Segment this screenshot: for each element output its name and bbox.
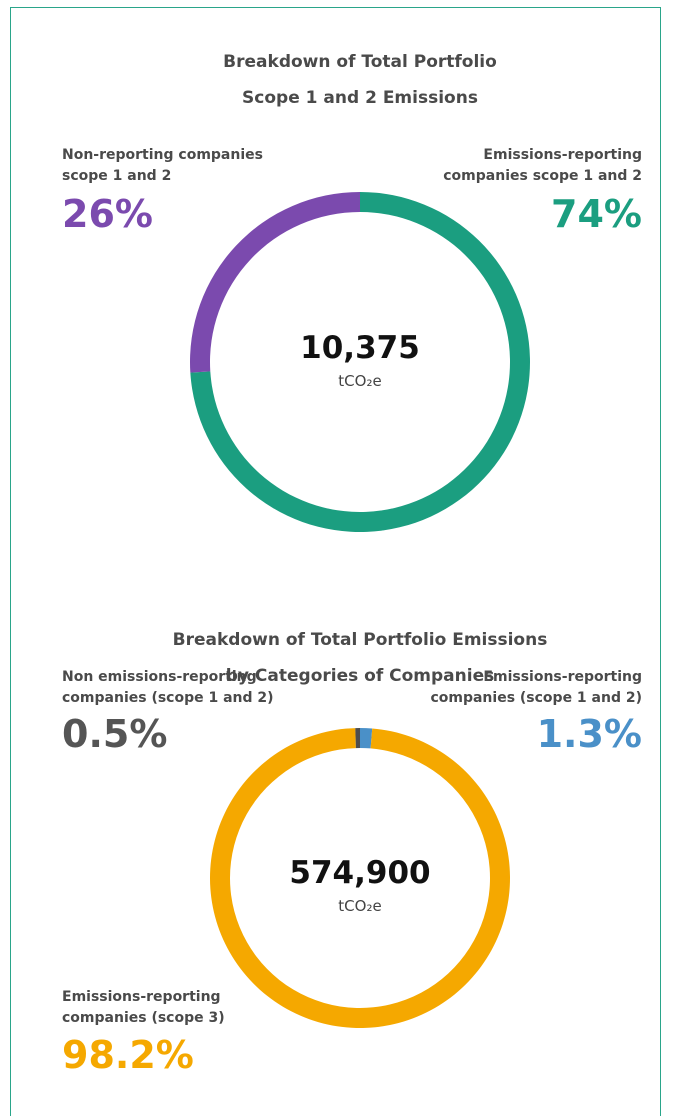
slice-value: 1.3% — [536, 712, 642, 756]
slice-label: Emissions-reporting companies (scope 1 a… — [430, 669, 642, 706]
center-unit: tCO₂e — [338, 372, 382, 390]
frame — [10, 7, 661, 1116]
chart-title: Breakdown of Total Portfolio Scope 1 and… — [223, 52, 497, 108]
slice-label: Non-reporting companies scope 1 and 2 — [62, 147, 263, 184]
donut-slice — [355, 728, 360, 749]
slice-label: Emissions-reporting companies (scope 3) — [62, 989, 225, 1026]
center-total: 574,900 — [289, 855, 431, 891]
slice-value: 74% — [551, 192, 642, 236]
slice-value: 26% — [62, 192, 153, 236]
center-unit: tCO₂e — [338, 897, 382, 915]
slice-value: 0.5% — [62, 712, 168, 756]
slice-label: Non emissions-reporting companies (scope… — [62, 669, 274, 706]
chart-title: Breakdown of Total Portfolio Emissions b… — [172, 630, 548, 686]
donut-slice — [189, 192, 360, 373]
donut-slice — [360, 728, 373, 749]
slice-value: 98.2% — [62, 1033, 194, 1077]
slice-label: Emissions-reporting companies scope 1 an… — [443, 147, 642, 184]
center-total: 10,375 — [300, 330, 420, 366]
